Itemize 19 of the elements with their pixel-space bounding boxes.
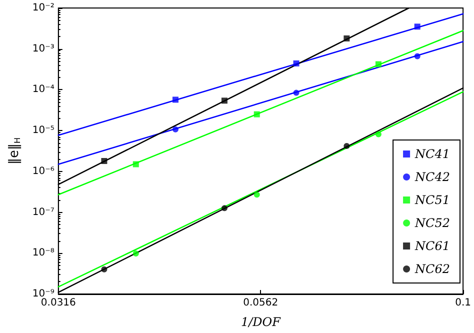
legend-label: NC61 [414, 239, 450, 253]
y-tick-label: 10⁻⁹ [32, 288, 54, 300]
x-tick-label: 0.0316 [40, 298, 76, 308]
y-tick-label: 10⁻⁵ [32, 125, 54, 136]
legend-label: NC62 [414, 262, 450, 276]
legend-label: NC41 [414, 147, 450, 161]
x-axis-title: 1/DOF [240, 315, 282, 329]
y-tick-label: 10⁻⁶ [32, 166, 54, 177]
legend-label: NC51 [414, 193, 450, 207]
x-tick-label: 0.1 [455, 298, 471, 308]
x-tick-label: 0.0562 [243, 298, 278, 308]
y-tick-label: 10⁻⁸ [32, 248, 54, 259]
y-tick-label: 10⁻⁴ [32, 84, 54, 96]
legend-label: NC42 [414, 170, 450, 184]
y-tick-label: 10⁻³ [32, 43, 54, 54]
y-tick-label: 10⁻² [32, 2, 54, 14]
legend-label: NC52 [414, 216, 450, 230]
y-axis-title: ‖e‖H [7, 137, 22, 165]
y-tick-label: 10⁻⁷ [32, 206, 54, 218]
